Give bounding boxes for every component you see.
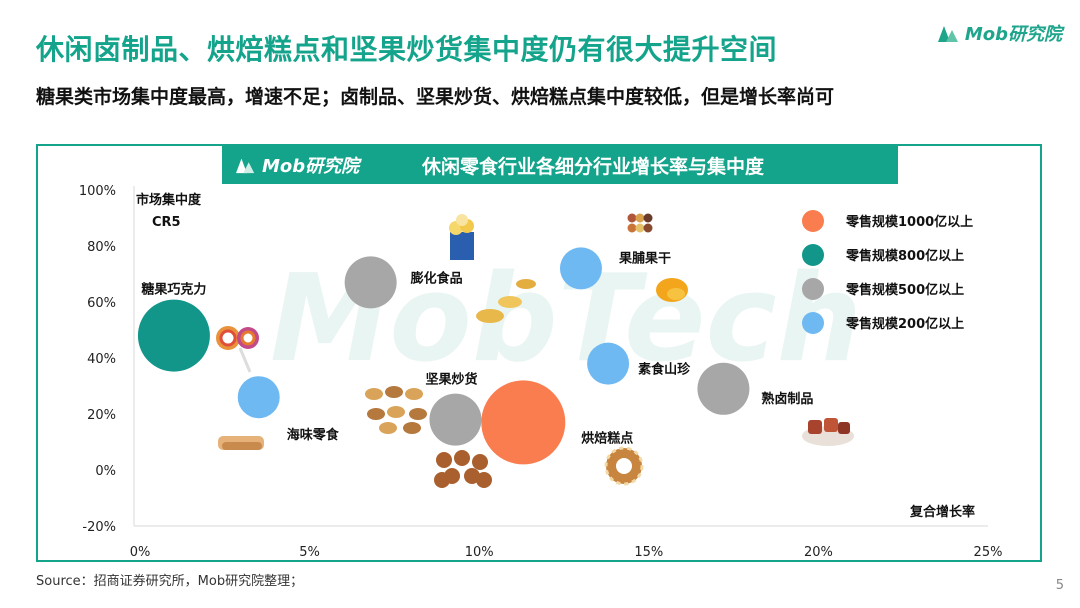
mango-icon xyxy=(656,278,688,302)
chips-icon xyxy=(476,279,536,323)
legend-swatch xyxy=(802,312,824,334)
source-note: Source：招商证券研究所，Mob研究院整理； xyxy=(36,574,304,589)
bubble-point xyxy=(697,362,750,415)
y-axis-title-line2: CR5 xyxy=(152,215,181,230)
bubble-label: 海味零食 xyxy=(287,427,340,443)
y-tick-label: 20% xyxy=(87,408,116,423)
header-logo-icon xyxy=(236,158,255,174)
legend: 零售规模1000亿以上零售规模800亿以上零售规模500亿以上零售规模200亿以… xyxy=(802,210,973,334)
nuts-icon xyxy=(365,386,427,434)
logo-text: Mob研究院 xyxy=(964,24,1062,45)
popcorn-icon xyxy=(449,214,474,260)
page-number: 5 xyxy=(1055,578,1064,593)
bubble-label: 膨化食品 xyxy=(410,270,463,286)
x-tick-label: 15% xyxy=(634,545,663,560)
bubble-label: 熟卤制品 xyxy=(761,391,813,407)
bubble-point xyxy=(344,256,397,309)
brand-logo: Mob研究院 xyxy=(936,20,1062,46)
hazelnut-icon xyxy=(434,450,492,488)
dried-icon xyxy=(627,213,653,233)
x-axis-title: 复合增长率 xyxy=(909,504,975,520)
page-title: 休闲卤制品、烘焙糕点和坚果炒货集中度仍有很大提升空间 xyxy=(36,33,778,66)
legend-label: 零售规模1000亿以上 xyxy=(845,214,973,230)
bubble-label: 果脯果干 xyxy=(618,250,671,266)
bubble-point xyxy=(137,299,210,372)
legend-swatch xyxy=(802,244,824,266)
legend-label: 零售规模200亿以上 xyxy=(845,316,964,332)
y-tick-label: 40% xyxy=(87,352,116,367)
x-tick-label: 20% xyxy=(804,545,833,560)
legend-label: 零售规模500亿以上 xyxy=(845,282,964,298)
y-tick-label: 0% xyxy=(95,464,116,479)
header-logo-text: Mob研究院 xyxy=(262,156,360,177)
bubble-label: 糖果巧克力 xyxy=(141,282,206,298)
legend-label: 零售规模800亿以上 xyxy=(845,248,964,264)
y-tick-label: 100% xyxy=(79,184,116,199)
bubble-label: 坚果炒货 xyxy=(425,372,477,388)
cake-icon xyxy=(604,446,644,486)
bubble-point xyxy=(481,380,566,465)
bubble-point xyxy=(237,376,280,419)
header-logo: Mob研究院 xyxy=(222,152,359,178)
chart-header: Mob研究院 休闲零食行业各细分行业增长率与集中度 xyxy=(222,146,898,184)
bubble-point xyxy=(429,393,482,446)
y-axis-title-line1: 市场集中度 xyxy=(136,192,202,208)
x-tick-label: 5% xyxy=(299,545,320,560)
bubble-point xyxy=(587,342,630,385)
x-axis-ticks: 0% 5% 10% 15% 20% 25% xyxy=(130,545,1003,560)
y-tick-label: -20% xyxy=(82,520,116,535)
bubble-point xyxy=(559,247,602,290)
lollipop-icon xyxy=(216,326,259,373)
x-tick-label: 25% xyxy=(974,545,1003,560)
y-axis-ticks: 100% 80% 60% 40% 20% 0% -20% xyxy=(79,184,116,535)
legend-swatch xyxy=(802,210,824,232)
y-tick-label: 60% xyxy=(87,296,116,311)
page-subtitle: 糖果类市场集中度最高，增速不足；卤制品、坚果炒货、烘焙糕点集中度较低，但是增长率… xyxy=(36,86,835,108)
x-tick-label: 10% xyxy=(465,545,494,560)
meat-icon xyxy=(802,418,854,446)
snack-icon xyxy=(218,436,264,450)
y-tick-label: 80% xyxy=(87,240,116,255)
bubble-label: 素食山珍 xyxy=(638,362,691,378)
logo-icon xyxy=(937,26,958,42)
legend-swatch xyxy=(802,278,824,300)
bubble-label: 烘焙糕点 xyxy=(581,430,633,446)
x-tick-label: 0% xyxy=(130,545,151,560)
plot-area xyxy=(133,186,988,527)
chart-title: 休闲零食行业各细分行业增长率与集中度 xyxy=(422,155,765,178)
